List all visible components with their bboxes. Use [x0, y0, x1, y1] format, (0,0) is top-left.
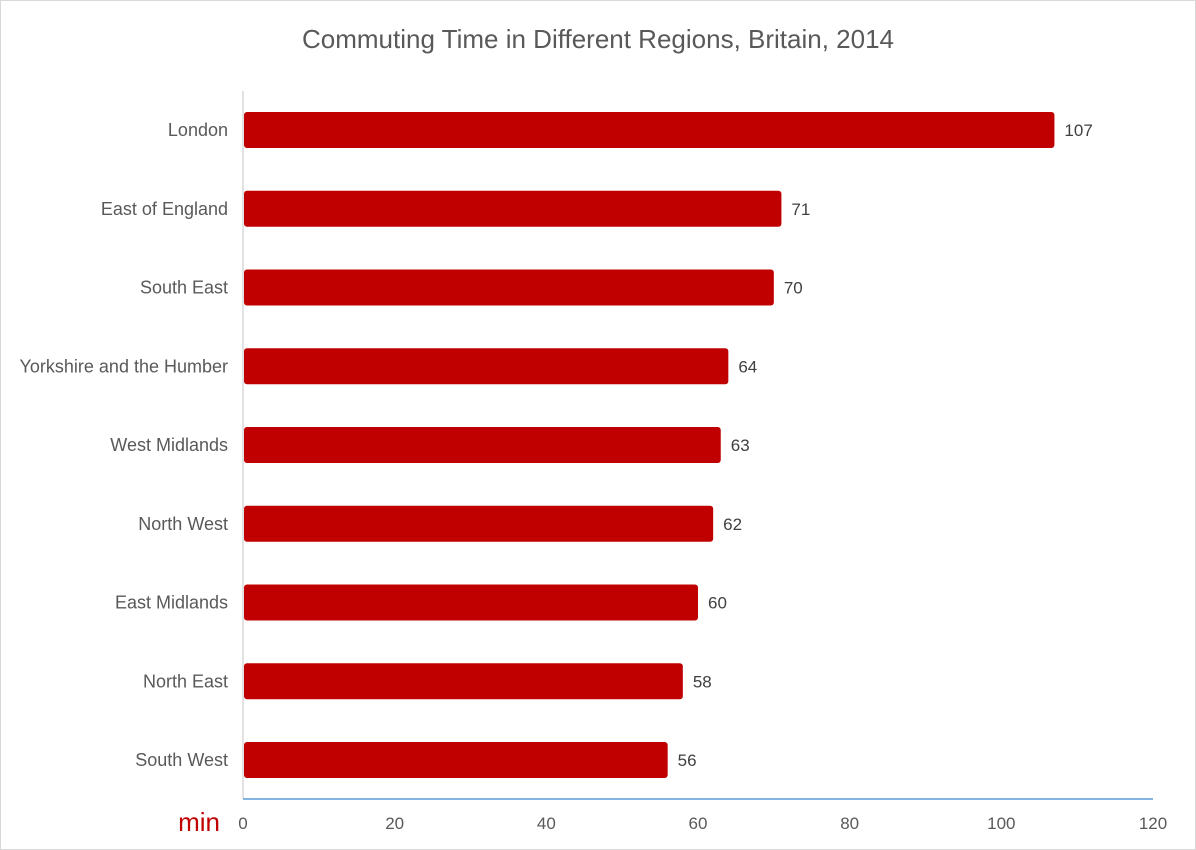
bars [244, 112, 1055, 778]
category-label: London [168, 120, 228, 140]
category-label: East Midlands [115, 593, 228, 613]
x-tick-labels: 0 20 40 60 80 100 120 [238, 814, 1167, 833]
x-tick-label: 40 [537, 814, 556, 833]
data-labels: 107 71 70 64 63 62 60 58 56 [678, 121, 1093, 770]
category-label: North West [138, 514, 228, 534]
category-label: Yorkshire and the Humber [20, 356, 228, 376]
bar [244, 269, 774, 306]
chart-title: Commuting Time in Different Regions, Bri… [301, 24, 895, 54]
x-tick-label: 80 [840, 814, 859, 833]
x-tick-label: 0 [238, 814, 247, 833]
category-label: South West [135, 750, 228, 770]
bar [244, 348, 729, 385]
bar [244, 584, 698, 621]
x-axis-unit-label: min [178, 807, 220, 837]
data-label: 71 [791, 200, 810, 219]
data-label: 56 [678, 751, 697, 770]
data-label: 60 [708, 594, 727, 613]
x-tick-label: 100 [987, 814, 1015, 833]
bar [244, 427, 721, 463]
x-tick-label: 60 [689, 814, 708, 833]
category-label: South East [140, 278, 228, 298]
data-label: 58 [693, 672, 712, 691]
category-label: West Midlands [110, 435, 228, 455]
category-labels: London East of England South East Yorkshire… [20, 120, 228, 770]
bar [244, 505, 714, 542]
x-tick-label: 20 [385, 814, 404, 833]
category-label: East of England [101, 199, 228, 219]
data-label: 107 [1064, 121, 1092, 140]
bar [244, 663, 683, 700]
bar [244, 742, 668, 778]
data-label: 62 [723, 515, 742, 534]
data-label: 64 [738, 357, 757, 376]
data-label: 63 [731, 436, 750, 455]
x-tick-label: 120 [1139, 814, 1167, 833]
data-label: 70 [784, 279, 803, 298]
bar [244, 112, 1055, 148]
bar [244, 190, 782, 227]
category-label: North East [143, 671, 228, 691]
